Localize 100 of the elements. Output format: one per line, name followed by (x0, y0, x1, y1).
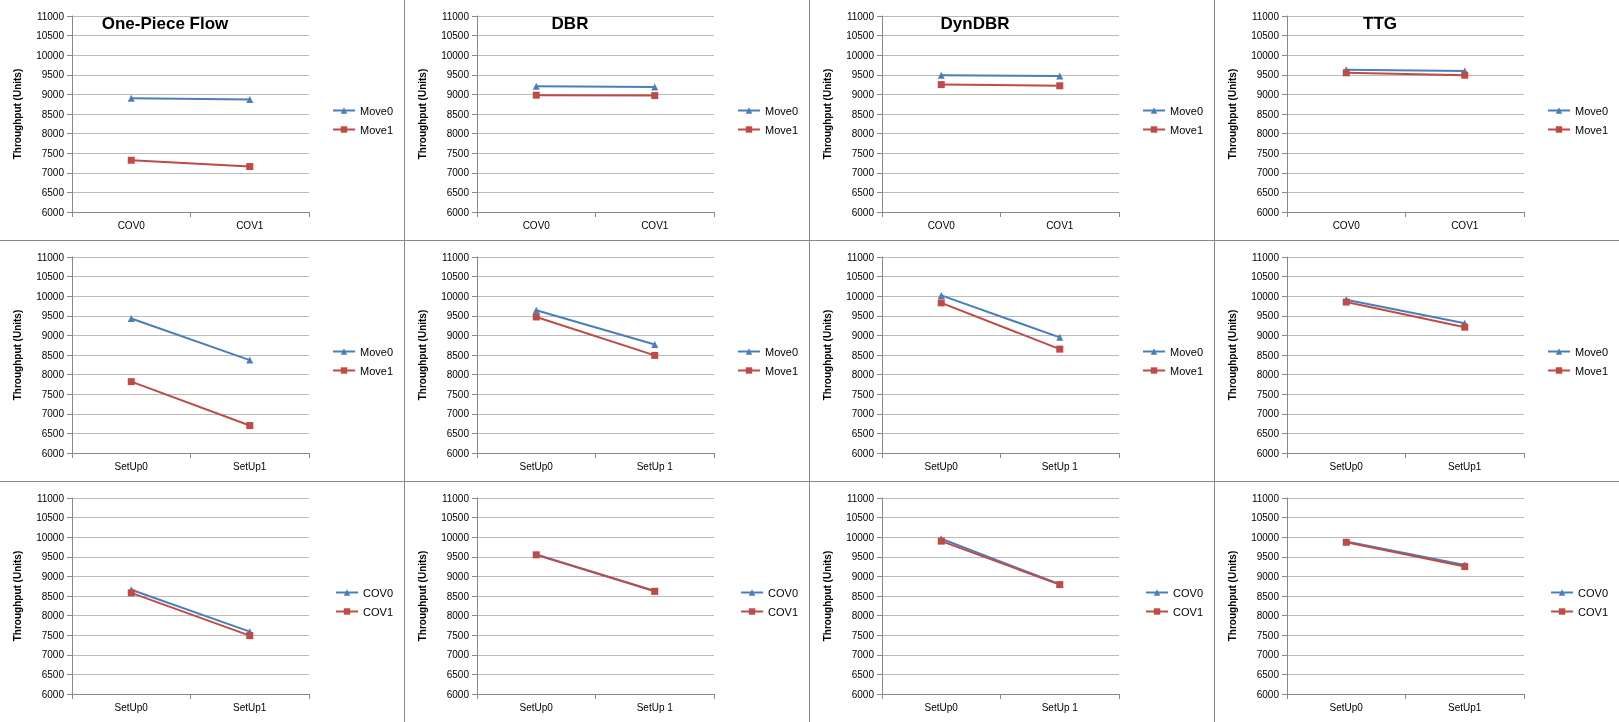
y-tick-label: 6500 (446, 668, 470, 680)
y-tick-label: 10000 (36, 290, 65, 302)
y-axis-title: Throughput (Units) (416, 309, 428, 401)
y-tick-label: 9000 (446, 329, 470, 341)
y-tick-label: 10500 (846, 30, 875, 42)
y-tick-label: 11000 (1251, 10, 1280, 22)
y-tick-label: 8500 (851, 349, 875, 361)
y-tick-label: 7500 (1256, 629, 1280, 641)
y-tick-label: 6500 (851, 186, 875, 198)
y-tick-label: 11000 (846, 251, 875, 263)
y-tick-label: 7000 (41, 408, 65, 420)
legend-label: Move1 (1169, 123, 1204, 136)
y-tick-label: 6000 (41, 447, 65, 459)
x-tick-label: COV1 (1451, 219, 1479, 231)
y-axis-title: Throughput (Units) (1226, 68, 1238, 160)
y-tick-label: 11000 (846, 10, 875, 22)
x-tick-label: SetUp0 (114, 701, 149, 713)
chart-title: DBR (551, 14, 589, 33)
y-tick-label: 7000 (446, 649, 470, 661)
y-tick-label: 8500 (851, 590, 875, 602)
y-tick-label: 6500 (1256, 668, 1280, 680)
y-tick-label: 8500 (446, 349, 470, 361)
y-tick-label: 8000 (851, 610, 875, 622)
point (651, 92, 659, 100)
y-tick-label: 6500 (851, 668, 875, 680)
y-tick-label: 9000 (1256, 570, 1280, 582)
y-tick-label: 10000 (1251, 49, 1280, 61)
y-tick-label: 9500 (1256, 551, 1280, 563)
y-tick-label: 6500 (1256, 427, 1280, 439)
y-tick-label: 8000 (1256, 369, 1280, 381)
point (651, 351, 659, 359)
y-tick-label: 9000 (1256, 329, 1280, 341)
y-tick-label: 10000 (1251, 531, 1280, 543)
y-tick-label: 8000 (41, 128, 65, 140)
legend-label: COV0 (1578, 586, 1609, 599)
y-tick-label: 10000 (846, 531, 875, 543)
y-tick-label: 7000 (851, 649, 875, 661)
y-axis-title: Throughput (Units) (416, 550, 428, 642)
y-tick-label: 6000 (851, 206, 875, 218)
y-tick-label: 11000 (441, 492, 470, 504)
y-tick-label: 10500 (441, 30, 470, 42)
y-tick-label: 7500 (41, 629, 65, 641)
y-tick-label: 8500 (851, 108, 875, 120)
y-tick-label: 10000 (441, 290, 470, 302)
y-tick-label: 11000 (441, 251, 470, 263)
legend-label: Move1 (764, 364, 799, 377)
y-tick-label: 6500 (41, 427, 65, 439)
y-tick-label: 10500 (36, 30, 65, 42)
x-tick-label: SetUp1 (1448, 701, 1482, 713)
x-tick-label: SetUp 1 (636, 460, 674, 472)
y-tick-label: 10000 (36, 531, 65, 543)
y-tick-label: 7000 (446, 167, 470, 179)
point (127, 156, 135, 164)
y-tick-label: 6000 (41, 688, 65, 700)
y-tick-label: 8500 (446, 108, 470, 120)
x-tick-label: SetUp0 (519, 460, 554, 472)
y-tick-label: 7000 (41, 167, 65, 179)
x-tick-label: COV0 (927, 219, 956, 231)
y-tick-label: 6500 (446, 427, 470, 439)
y-tick-label: 10000 (441, 49, 470, 61)
y-tick-label: 6000 (1256, 447, 1280, 459)
y-tick-label: 10500 (846, 512, 875, 524)
y-tick-label: 9500 (851, 69, 875, 81)
y-tick-label: 7500 (851, 147, 875, 159)
legend-label: Move0 (359, 104, 394, 117)
y-tick-label: 8500 (1256, 590, 1280, 602)
y-tick-label: 6500 (41, 668, 65, 680)
legend-label: Move0 (1574, 345, 1609, 358)
y-tick-label: 9000 (851, 570, 875, 582)
y-tick-label: 7000 (851, 167, 875, 179)
legend-label: Move0 (764, 345, 799, 358)
x-tick-label: COV0 (522, 219, 551, 231)
x-tick-label: COV1 (1046, 219, 1074, 231)
y-tick-label: 9000 (41, 329, 65, 341)
y-tick-label: 10500 (846, 271, 875, 283)
y-axis-title: Throughput (Units) (11, 550, 23, 642)
y-tick-label: 11000 (441, 10, 470, 22)
x-tick-label: SetUp0 (924, 701, 959, 713)
legend-label: Move0 (1574, 104, 1609, 117)
y-tick-label: 7000 (41, 649, 65, 661)
y-tick-label: 9500 (41, 310, 65, 322)
y-tick-label: 6500 (41, 186, 65, 198)
legend-label: Move1 (1574, 364, 1609, 377)
y-tick-label: 8000 (851, 369, 875, 381)
y-tick-label: 8000 (446, 369, 470, 381)
legend-label: COV1 (768, 605, 799, 618)
y-tick-label: 7000 (1256, 649, 1280, 661)
x-tick-label: SetUp 1 (1041, 460, 1079, 472)
y-axis-title: Throughput (Units) (11, 309, 23, 401)
legend-label: COV0 (1173, 586, 1204, 599)
y-tick-label: 9500 (851, 551, 875, 563)
point (532, 91, 540, 99)
y-tick-label: 10500 (441, 271, 470, 283)
x-tick-label: SetUp 1 (1041, 701, 1079, 713)
y-tick-label: 7500 (41, 147, 65, 159)
x-tick-label: SetUp0 (1329, 460, 1364, 472)
legend-label: Move1 (359, 123, 394, 136)
y-tick-label: 8500 (446, 590, 470, 602)
y-tick-label: 11000 (1251, 251, 1280, 263)
y-axis-title: Throughput (Units) (821, 309, 833, 401)
